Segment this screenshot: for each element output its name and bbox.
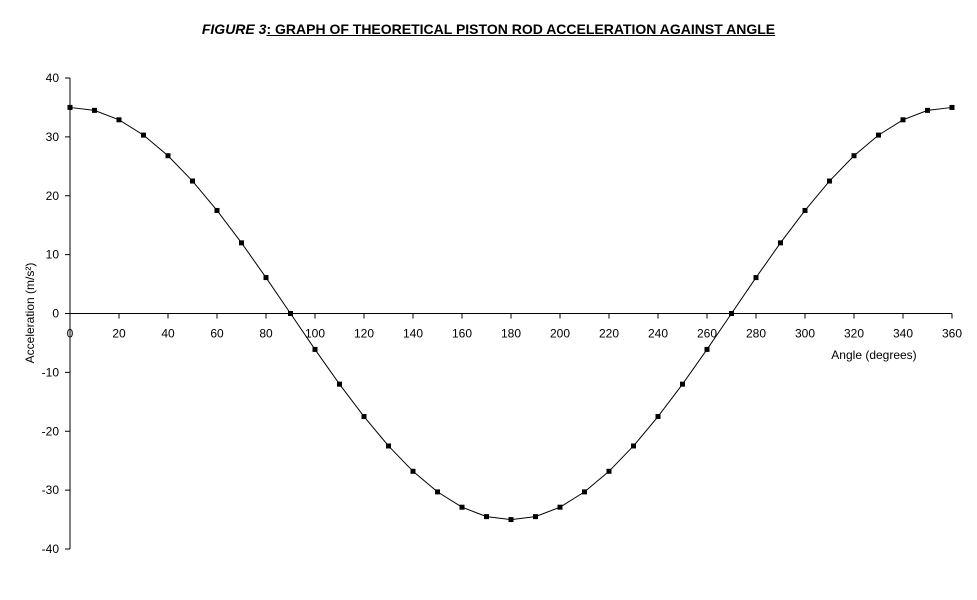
data-point xyxy=(435,489,440,495)
chart-title-main: : GRAPH OF THEORETICAL PISTON ROD ACCELE… xyxy=(266,21,776,37)
data-point xyxy=(900,117,906,123)
data-point xyxy=(655,414,661,420)
x-tick-label: 280 xyxy=(746,327,766,341)
data-point xyxy=(704,346,710,352)
chart-title: FIGURE 3: GRAPH OF THEORETICAL PISTON RO… xyxy=(0,21,977,37)
x-tick-label: 300 xyxy=(795,327,815,341)
data-point xyxy=(533,514,538,520)
data-point xyxy=(337,381,342,387)
data-point xyxy=(410,468,416,474)
y-tick-label: -10 xyxy=(42,365,60,379)
data-point xyxy=(876,132,881,138)
data-point xyxy=(116,117,122,123)
data-point xyxy=(508,517,514,523)
data-point xyxy=(239,240,244,246)
y-tick-label: 20 xyxy=(46,189,60,203)
data-point xyxy=(165,153,171,159)
data-point xyxy=(949,104,955,110)
x-tick-label: 260 xyxy=(697,327,717,341)
y-tick-label: -20 xyxy=(42,424,60,438)
data-point xyxy=(606,468,612,474)
x-tick-label: 80 xyxy=(259,327,273,341)
data-point xyxy=(778,240,783,246)
data-point xyxy=(92,107,97,113)
x-tick-label: 200 xyxy=(550,327,570,341)
y-tick-label: 40 xyxy=(46,71,60,85)
x-tick-label: 120 xyxy=(354,327,374,341)
data-point xyxy=(288,311,293,316)
y-tick-label: 0 xyxy=(52,307,59,321)
x-tick-label: 180 xyxy=(501,327,521,341)
y-tick-label: -30 xyxy=(42,483,60,497)
data-point xyxy=(557,504,563,510)
chart-title-prefix: FIGURE 3 xyxy=(201,21,267,37)
data-point xyxy=(631,443,636,449)
x-tick-label: 20 xyxy=(112,327,126,341)
data-point xyxy=(680,381,685,387)
x-tick-label: 60 xyxy=(210,327,224,341)
y-tick-label: -40 xyxy=(42,542,60,556)
data-point xyxy=(851,153,857,159)
x-tick-label: 220 xyxy=(599,327,619,341)
data-point xyxy=(141,132,146,138)
data-point xyxy=(753,275,759,281)
x-tick-label: 140 xyxy=(403,327,423,341)
data-point xyxy=(582,489,587,495)
data-point xyxy=(67,104,73,110)
data-point xyxy=(386,443,391,449)
y-tick-label: 10 xyxy=(46,248,60,262)
data-point xyxy=(729,311,734,316)
x-tick-label: 40 xyxy=(161,327,175,341)
data-point xyxy=(263,275,269,281)
data-point xyxy=(802,207,808,213)
x-tick-label: 360 xyxy=(942,327,962,341)
x-tick-label: 320 xyxy=(844,327,864,341)
data-point xyxy=(214,207,220,213)
x-tick-label: 0 xyxy=(67,327,74,341)
x-tick-label: 340 xyxy=(893,327,913,341)
data-point xyxy=(925,107,930,113)
data-point xyxy=(361,414,367,420)
data-point xyxy=(312,346,318,352)
y-tick-label: 30 xyxy=(46,130,60,144)
data-point xyxy=(827,178,832,184)
x-tick-label: 160 xyxy=(452,327,472,341)
data-point xyxy=(484,514,489,520)
x-tick-label: 240 xyxy=(648,327,668,341)
data-point xyxy=(190,178,195,184)
x-tick-label: 100 xyxy=(305,327,325,341)
data-point xyxy=(459,504,465,510)
y-axis-label: Acceleration (m/s²) xyxy=(23,263,37,364)
x-axis-label: Angle (degrees) xyxy=(831,348,916,362)
